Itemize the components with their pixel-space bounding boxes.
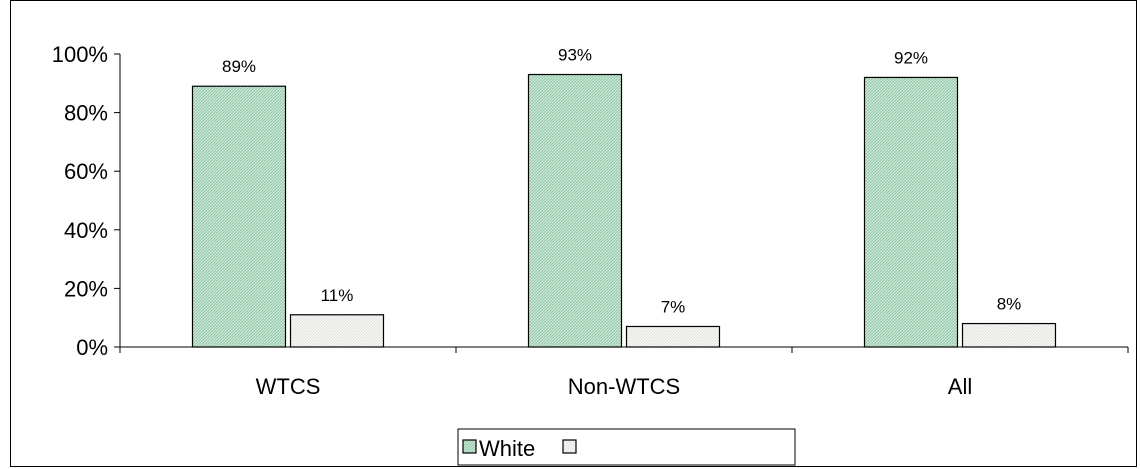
legend-box (457, 428, 796, 466)
bar-all-series-0 (863, 76, 959, 348)
y-tick-label: 80% (64, 101, 108, 126)
x-tick-label: WTCS (256, 374, 321, 399)
data-label: 7% (661, 297, 686, 316)
bar-wtcs-series-1 (289, 314, 385, 348)
bar-all-series-1 (961, 322, 1057, 348)
y-tick-label: 60% (64, 159, 108, 184)
data-label: 89% (222, 57, 256, 76)
data-label: 11% (321, 286, 354, 305)
bars (191, 73, 1057, 348)
bar-non-wtcs-series-1 (625, 325, 721, 348)
axes: 0% 20% 40% 60% 80% 100% WTCS Non-WTCS All (52, 42, 1129, 399)
bar-wtcs-series-0 (191, 85, 287, 348)
data-label: 92% (894, 48, 928, 67)
y-tick-label: 40% (64, 218, 108, 243)
data-label: 8% (997, 295, 1022, 314)
bar-non-wtcs-series-0 (527, 73, 623, 348)
labels: 89% 11% 93% 7% 92% 8% (222, 46, 1021, 317)
y-tick-label: 0% (76, 335, 108, 360)
y-tick-label: 100% (52, 42, 108, 67)
x-tick-label: All (948, 374, 972, 399)
x-tick-label: Non-WTCS (568, 374, 680, 399)
legend-swatch (462, 439, 477, 454)
legend-swatch (562, 439, 577, 454)
legend: White (457, 428, 796, 466)
y-tick-label: 20% (64, 276, 108, 301)
data-label: 93% (558, 46, 592, 65)
legend-label: White (479, 436, 535, 461)
